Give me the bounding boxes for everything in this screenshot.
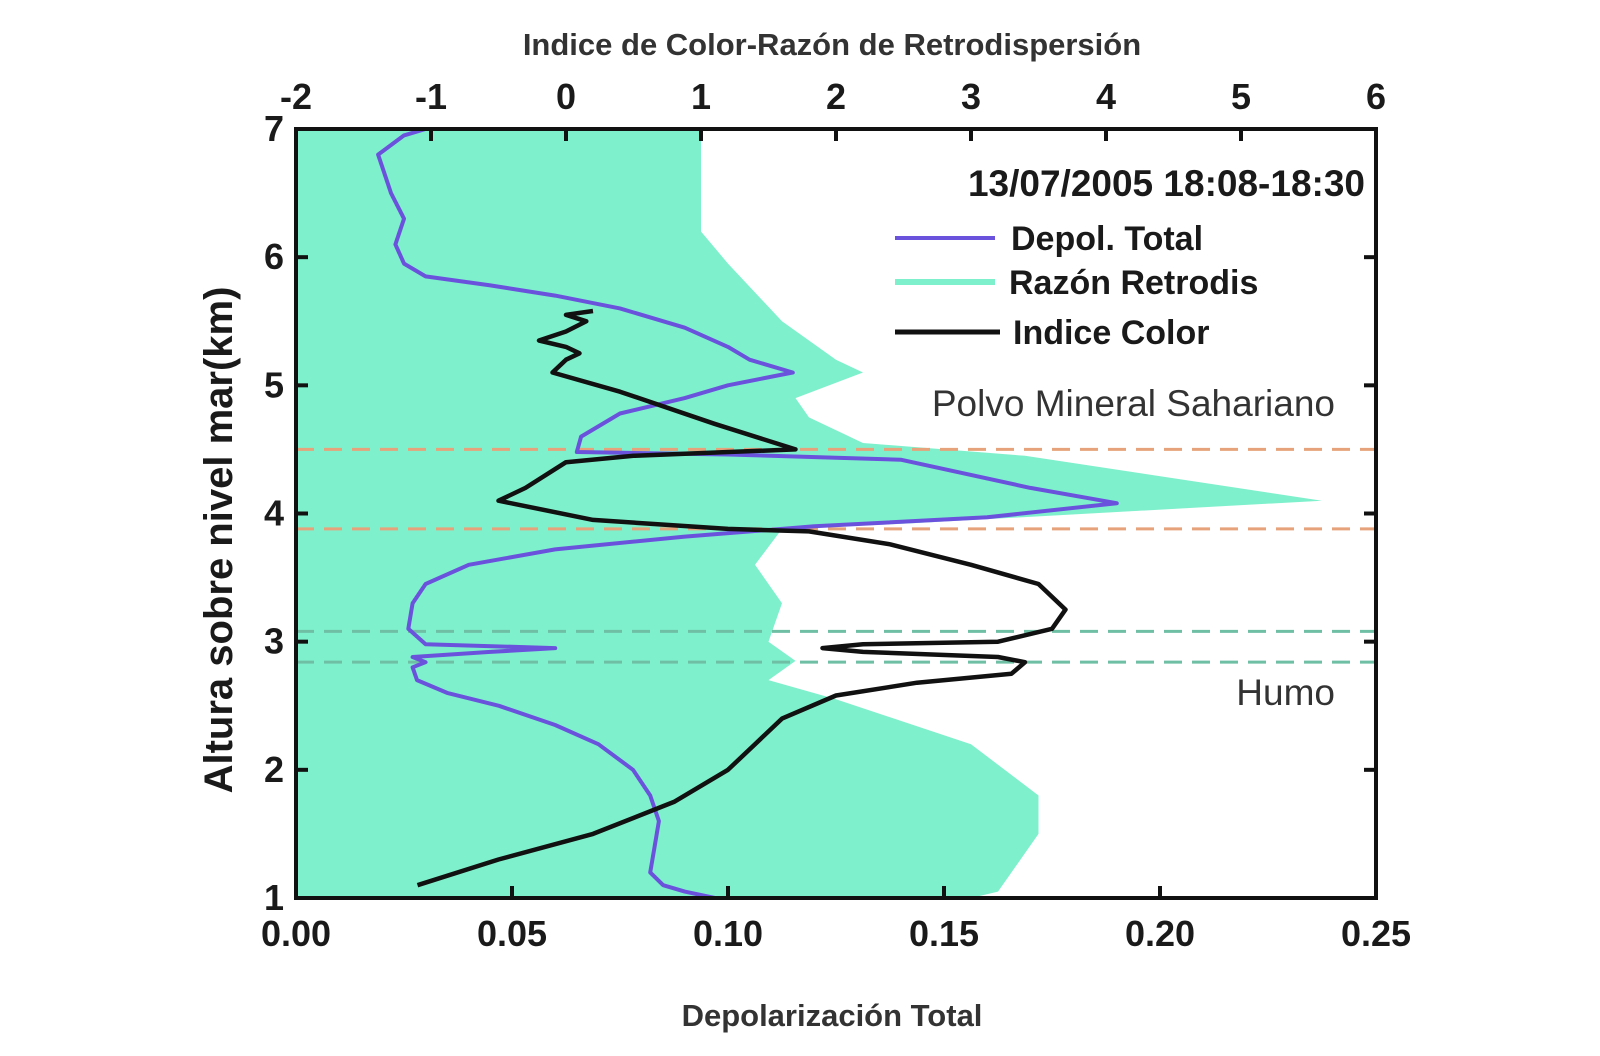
bottom-tick-label: 0.15: [909, 913, 979, 954]
bottom-axis-title: Depolarización Total: [682, 998, 983, 1033]
top-tick-label: -1: [415, 76, 447, 117]
legend-label-razon: Razón Retrodis: [1009, 264, 1258, 302]
series-razon-retrodis: [296, 129, 1322, 898]
date-label: 13/07/2005 18:08-18:30: [968, 163, 1365, 204]
legend-label-depol: Depol. Total: [1011, 220, 1203, 258]
y-axis-title: Altura sobre nivel mar(km): [197, 287, 241, 794]
top-axis-title: Indice de Color-Razón de Retrodispersión: [523, 27, 1141, 62]
top-tick-label: 3: [961, 76, 981, 117]
bottom-tick-label: 0.00: [261, 913, 331, 954]
top-tick-label: 5: [1231, 76, 1251, 117]
annotation-humo: Humo: [1236, 672, 1335, 713]
series-depol-total: [376, 129, 1119, 898]
top-tick-label: 1: [691, 76, 711, 117]
legend-label-indice: Indice Color: [1013, 314, 1209, 352]
top-tick-label: 6: [1366, 76, 1386, 117]
legend: Depol. Total Razón Retrodis Indice Color: [895, 220, 1258, 352]
series-indice-color: [416, 308, 1068, 888]
top-tick-label: 2: [826, 76, 846, 117]
plot-content: [296, 129, 1376, 898]
bottom-tick-label: 0.20: [1125, 913, 1195, 954]
y-tick-label: 1: [264, 877, 284, 918]
bottom-tick-label: 0.25: [1341, 913, 1411, 954]
bottom-tick-label: 0.10: [693, 913, 763, 954]
top-tick-label: 0: [556, 76, 576, 117]
axis-ticks: 1 2 3 4 5 6 7 0.00 0.05 0.10 0.15 0.20 0.25 -2 -1 0 1 2 3 4…: [261, 76, 1411, 954]
plot-series: [296, 129, 1376, 898]
y-tick-label: 6: [264, 236, 284, 277]
y-tick-label: 3: [264, 621, 284, 662]
top-tick-label: -2: [280, 76, 312, 117]
y-tick-label: 7: [264, 108, 284, 149]
top-tick-label: 4: [1096, 76, 1116, 117]
y-tick-label: 5: [264, 364, 284, 405]
annotation-polvo: Polvo Mineral Sahariano: [932, 383, 1335, 424]
y-tick-label: 4: [264, 493, 284, 534]
y-tick-label: 2: [264, 749, 284, 790]
bottom-tick-label: 0.05: [477, 913, 547, 954]
